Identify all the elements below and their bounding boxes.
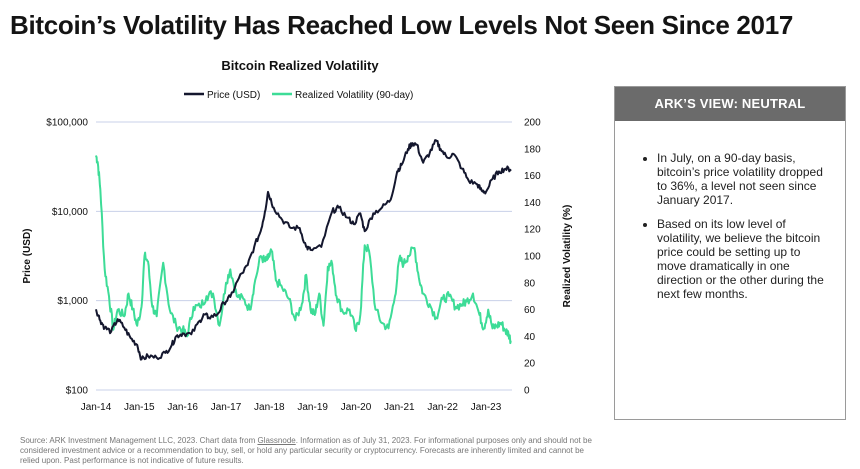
ark-view-bullet: Based on its low level of volatility, we…	[657, 217, 833, 301]
source-suffix: . Information as of July 31, 2023. For i…	[20, 436, 592, 465]
legend-price-label: Price (USD)	[207, 90, 260, 101]
y-right-tick-label: 100	[524, 252, 541, 263]
y-right-tick-label: 20	[524, 359, 536, 370]
x-tick-label: Jan-14	[81, 402, 112, 413]
source-footnote: Source: ARK Investment Management LLC, 2…	[20, 436, 600, 466]
y-right-tick-label: 0	[524, 386, 530, 397]
y-left-tick-label: $100,000	[46, 118, 88, 129]
y-right-tick-label: 180	[524, 144, 541, 155]
y-right-tick-label: 120	[524, 225, 541, 236]
y-right-tick-label: 80	[524, 278, 536, 289]
chart-title: Bitcoin Realized Volatility	[221, 58, 379, 73]
x-tick-label: Jan-20	[341, 402, 372, 413]
ark-view-panel: ARK’S VIEW: NEUTRAL In July, on a 90-day…	[614, 86, 846, 420]
page-title: Bitcoin’s Volatility Has Reached Low Lev…	[10, 10, 794, 40]
y-right-tick-label: 200	[524, 118, 541, 129]
x-tick-label: Jan-17	[211, 402, 242, 413]
ark-view-bullet: In July, on a 90-day basis, bitcoin’s pr…	[657, 151, 833, 207]
y-left-axis-label: Price (USD)	[22, 228, 33, 283]
y-right-tick-label: 40	[524, 332, 536, 343]
ark-view-bullets: In July, on a 90-day basis, bitcoin’s pr…	[643, 151, 833, 301]
price-series-line	[95, 139, 512, 361]
y-left-tick-label: $100	[66, 386, 89, 397]
y-left-tick-label: $10,000	[52, 207, 89, 218]
x-tick-label: Jan-15	[124, 402, 155, 413]
legend-volatility-label: Realized Volatility (90-day)	[295, 90, 413, 101]
ark-view-header: ARK’S VIEW: NEUTRAL	[615, 87, 845, 121]
x-tick-label: Jan-23	[471, 402, 502, 413]
source-prefix: Source: ARK Investment Management LLC, 2…	[20, 436, 258, 445]
y-right-tick-label: 60	[524, 305, 536, 316]
x-tick-label: Jan-22	[427, 402, 458, 413]
x-tick-label: Jan-21	[384, 402, 415, 413]
x-tick-label: Jan-18	[254, 402, 285, 413]
glassnode-link[interactable]: Glassnode	[257, 436, 296, 445]
y-right-axis-label: Realized Volatility (%)	[562, 205, 573, 308]
x-tick-label: Jan-19	[297, 402, 328, 413]
chart-area: Bitcoin Realized Volatility $100 $1,000 $1…	[0, 50, 600, 420]
y-left-tick-label: $1,000	[57, 296, 88, 307]
volatility-series-line	[95, 155, 512, 345]
y-right-tick-label: 160	[524, 171, 541, 182]
volatility-chart: $100 $1,000 $10,000 $100,000 0 20 40 60 80 100 120…	[22, 90, 573, 413]
y-right-tick-label: 140	[524, 198, 541, 209]
x-tick-label: Jan-16	[167, 402, 198, 413]
